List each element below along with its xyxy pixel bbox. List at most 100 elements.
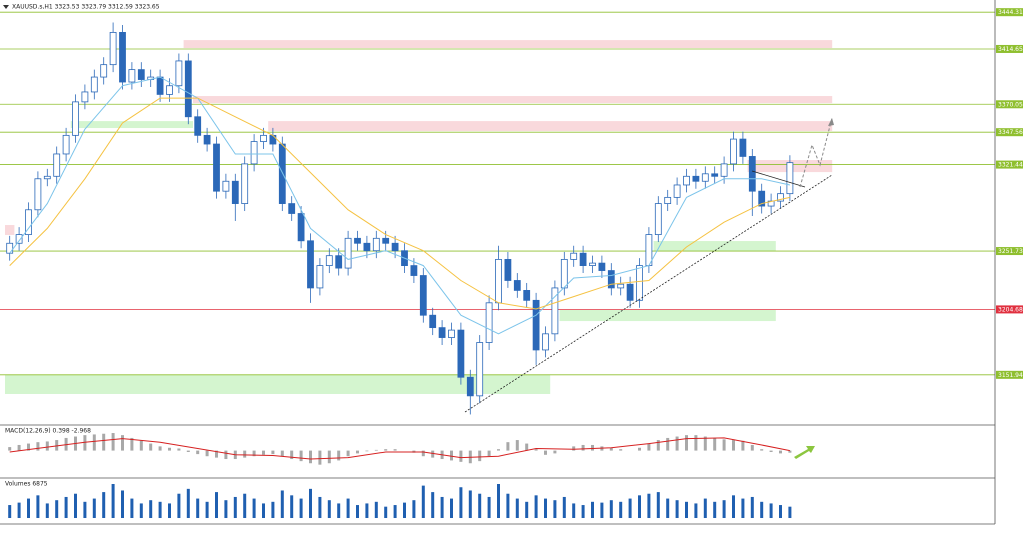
macd-bar — [722, 439, 726, 451]
level-tag — [996, 44, 1023, 53]
volume-bar — [111, 484, 115, 519]
macd-bar — [619, 449, 623, 451]
volume-bar — [562, 496, 566, 519]
macd-bar — [553, 450, 557, 454]
volume-bar — [55, 500, 59, 519]
macd-bar — [149, 443, 153, 451]
candle-body — [382, 237, 390, 244]
macd-bar — [177, 448, 181, 451]
volume-bar — [224, 500, 228, 519]
zone — [5, 225, 15, 235]
macd-bar — [384, 449, 388, 451]
candle-body — [128, 69, 136, 83]
macd-bar — [252, 450, 256, 457]
candle-body — [278, 143, 286, 204]
volume-bar — [215, 492, 218, 519]
candle-body — [730, 138, 737, 165]
macd-bar — [290, 450, 294, 460]
macd-bar — [732, 440, 735, 451]
candle-body — [410, 265, 418, 276]
level-tag-label: 3370.05 — [998, 101, 1023, 108]
zone — [183, 40, 833, 49]
volume-bar — [365, 503, 369, 519]
candle-body — [636, 265, 643, 301]
macd-bar — [309, 450, 312, 464]
candle-body — [448, 329, 455, 338]
zone — [70, 121, 193, 129]
macd-bar — [591, 444, 594, 451]
volume-bar — [356, 505, 359, 519]
volume-bar — [525, 501, 529, 519]
macd-bar — [666, 437, 670, 451]
level-tag — [996, 370, 1023, 379]
macd-bar — [741, 440, 745, 451]
candle-body — [438, 327, 446, 338]
macd-bar — [17, 444, 21, 451]
zone — [268, 121, 833, 132]
triangle-line — [751, 170, 806, 188]
candle-body — [654, 203, 662, 235]
candle-body — [720, 163, 728, 177]
macd-bar — [788, 450, 792, 453]
macd-bar — [694, 435, 698, 451]
macd-bar — [374, 449, 378, 451]
macd-bar — [515, 440, 519, 451]
candle-body — [25, 209, 32, 235]
candle-body — [589, 262, 596, 267]
volume-bar — [83, 501, 87, 519]
macd-bar — [318, 450, 322, 465]
level-tag-label: 3151.94 — [998, 372, 1023, 379]
candle-body — [523, 290, 531, 301]
volume-bar — [8, 505, 12, 519]
candle-body — [739, 138, 747, 157]
candle-body — [213, 143, 220, 192]
volume-bar — [581, 505, 585, 519]
macd-bar — [544, 450, 547, 455]
macd-bar — [346, 450, 350, 457]
macd-bar — [609, 447, 613, 451]
volume-bar — [675, 500, 679, 519]
volume-bar — [186, 488, 190, 519]
volume-bar — [309, 488, 312, 519]
candle-body — [119, 32, 126, 83]
volume-bar — [769, 503, 773, 519]
macd-bar — [675, 436, 679, 451]
level-tag-label: 3444.31 — [998, 9, 1023, 16]
volume-bar — [572, 503, 576, 519]
volume-bar — [346, 498, 350, 519]
volume-bar — [149, 500, 153, 519]
candle-body — [607, 270, 615, 289]
macd-bar — [111, 433, 115, 451]
candle-body — [560, 258, 568, 289]
volume-bar — [440, 496, 444, 519]
volume-bar — [497, 484, 500, 519]
candle-body — [579, 252, 587, 267]
macd-bar — [393, 449, 397, 451]
volume-bar — [619, 501, 623, 519]
candle-body — [777, 193, 784, 202]
candle-body — [269, 134, 277, 145]
volume-bar — [609, 500, 613, 519]
level-tag — [996, 160, 1023, 169]
candle-body — [325, 255, 333, 267]
candle-body — [504, 258, 512, 281]
macd-bar — [421, 450, 425, 457]
macd-bar — [139, 440, 143, 451]
macd-bar — [8, 447, 12, 451]
volume-bar — [130, 498, 134, 519]
macd-bar — [572, 446, 576, 451]
volume-bar — [74, 493, 77, 519]
volume-bar — [384, 506, 388, 519]
zone — [559, 310, 776, 322]
candle-body — [344, 237, 352, 269]
candle-body — [307, 240, 314, 289]
volume-bar — [299, 498, 303, 519]
labels: 3444.31 3414.65 3370.05 3347.56 3321.44 3251.… — [996, 8, 1023, 379]
macd-bar — [450, 450, 453, 461]
volume-bar — [412, 500, 416, 519]
volume-bar — [666, 498, 670, 519]
macd-bar — [327, 450, 331, 464]
